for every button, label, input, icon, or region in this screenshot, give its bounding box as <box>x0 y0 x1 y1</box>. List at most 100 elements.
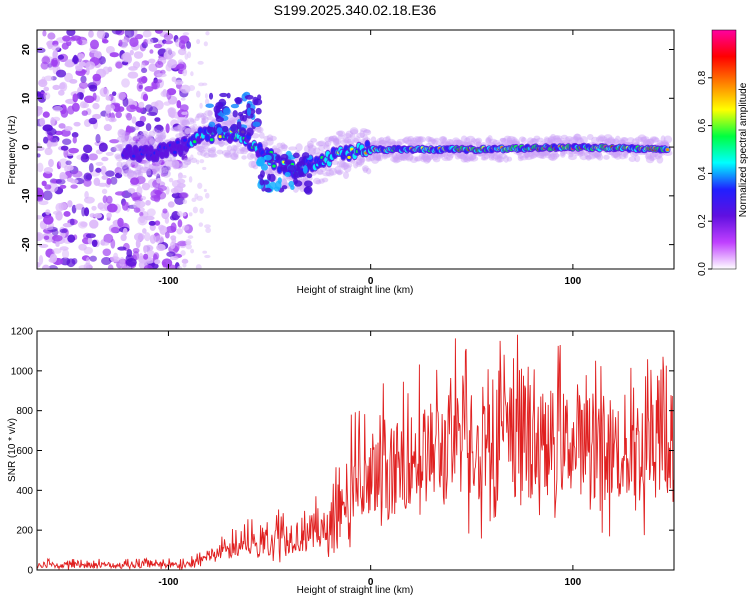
spectrogram-blob <box>158 165 165 174</box>
spectrogram-blob <box>92 73 102 82</box>
spectrogram-blob <box>467 153 477 161</box>
spectrogram-blob <box>456 152 463 158</box>
spectrogram-blob <box>37 106 43 116</box>
spectrogram-blob <box>427 139 436 145</box>
spectrogram-blob <box>414 155 423 162</box>
spectrogram-blob <box>244 94 254 100</box>
spectrogram-blob <box>256 126 264 134</box>
spectrogram-blob <box>95 167 102 173</box>
spectrogram-blob <box>338 161 347 168</box>
spectrogram-blob <box>221 149 231 156</box>
spectrogram-blob <box>135 120 145 127</box>
spectrogram-blob <box>288 146 298 151</box>
spectrogram-blob <box>125 169 134 174</box>
spectrogram-blob <box>398 155 407 161</box>
spectrogram-blob <box>186 159 192 165</box>
spectrogram-blob <box>163 40 174 45</box>
spectrogram-blob <box>365 156 373 162</box>
spectrogram-blob <box>52 84 61 90</box>
spectrogram-x-tick-label: -100 <box>158 276 178 287</box>
spectrogram-blob <box>649 153 658 161</box>
spectrogram-blob <box>393 154 400 161</box>
spectrogram-blob <box>183 157 192 162</box>
colorbar-tick-label: 0.4 <box>697 166 708 180</box>
spectrogram-blob <box>85 174 93 181</box>
spectrogram-blob <box>372 156 382 161</box>
spectrogram-blob <box>432 157 441 163</box>
spectrogram-blob <box>204 192 210 199</box>
spectrogram-blob <box>385 135 391 144</box>
spectrogram-blob <box>163 32 174 41</box>
spectrogram-blob <box>55 202 64 212</box>
spectrogram-blob <box>196 159 200 165</box>
spectrogram-blob <box>640 136 650 143</box>
spectrogram-blob <box>203 152 211 159</box>
spectrogram-blob <box>113 252 119 261</box>
spectrogram-blob <box>198 222 204 227</box>
spectrogram-blob <box>201 142 209 149</box>
snr-x-label: Height of straight line (km) <box>297 585 414 596</box>
spectrogram-blob <box>106 203 118 213</box>
spectrogram-blob <box>139 133 149 141</box>
spectrogram-blob <box>552 153 561 158</box>
spectrogram-blob <box>196 145 205 152</box>
spectrogram-blob <box>164 165 172 172</box>
spectrogram-blob <box>182 263 187 268</box>
spectrogram-blob <box>207 149 217 158</box>
spectrogram-blob <box>37 190 45 199</box>
spectrogram-blob <box>241 155 247 160</box>
spectrogram-blob <box>492 152 501 160</box>
spectrogram-blob <box>186 117 195 125</box>
spectrogram-blob <box>120 136 128 143</box>
spectrogram-blob <box>165 47 173 55</box>
spectrogram-blob <box>618 153 627 160</box>
spectrogram-blob <box>37 146 45 151</box>
spectrogram-blob <box>119 256 126 267</box>
spectrogram-blob <box>506 156 513 162</box>
spectrogram-blob <box>579 152 589 161</box>
spectrogram-blob <box>205 134 210 141</box>
spectrogram-blob <box>175 163 184 170</box>
spectrogram-blob <box>158 159 165 165</box>
spectrogram-blob <box>230 103 240 109</box>
spectrogram-blob <box>50 57 60 68</box>
spectrogram-blob <box>83 95 95 104</box>
spectrogram-blob <box>575 137 583 145</box>
spectrogram-blob <box>524 155 533 161</box>
spectrogram-blob <box>197 150 203 156</box>
spectrogram-blob <box>136 164 142 172</box>
spectrogram-blob <box>127 188 136 194</box>
spectrogram-blob <box>62 138 72 145</box>
spectrogram-blob <box>155 134 162 140</box>
spectrogram-blob <box>430 138 436 144</box>
spectrogram-blob <box>71 170 83 178</box>
spectrogram-blob <box>524 152 530 158</box>
spectrogram-blob <box>264 169 273 175</box>
spectrogram-blob <box>304 185 313 195</box>
spectrogram-blob <box>383 141 393 146</box>
spectrogram-blob <box>382 136 391 142</box>
spectrogram-blob <box>302 165 308 174</box>
spectrogram-blob <box>233 151 239 158</box>
spectrogram-blob <box>460 135 468 144</box>
spectrogram-blob <box>66 30 76 37</box>
spectrogram-blob <box>402 152 410 158</box>
spectrogram-blob <box>120 234 127 242</box>
spectrogram-blob <box>184 127 191 135</box>
spectrogram-blob <box>197 60 204 65</box>
colorbar-tick-label: 0.0 <box>697 262 708 276</box>
spectrogram-blob <box>196 39 201 45</box>
spectrogram-blob <box>423 155 431 164</box>
spectrogram-blob <box>209 153 218 158</box>
spectrogram-blob <box>199 207 204 214</box>
spectrogram-blob <box>272 148 281 154</box>
spectrogram-blob <box>389 140 397 145</box>
spectrogram-blob <box>176 228 183 235</box>
spectrogram-blob <box>125 125 132 135</box>
spectrogram-blob <box>328 135 338 142</box>
spectrogram-blob <box>42 124 53 132</box>
spectrogram-blob <box>46 140 52 150</box>
spectrogram-blob <box>140 137 148 143</box>
spectrogram-blob <box>263 154 272 161</box>
spectrogram-blob <box>116 143 123 149</box>
